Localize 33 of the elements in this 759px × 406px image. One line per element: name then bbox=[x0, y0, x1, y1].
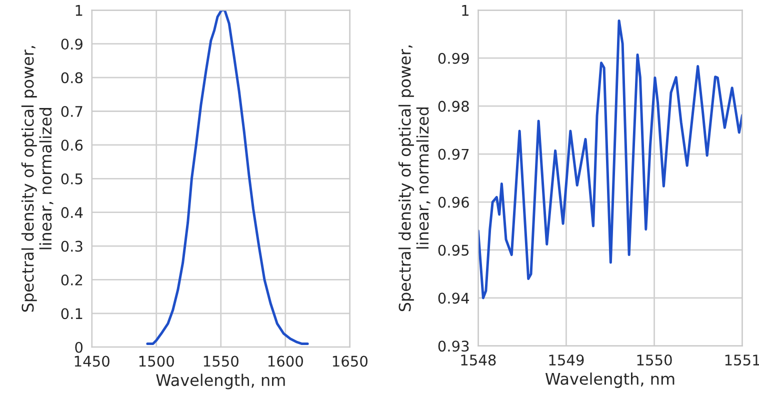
y-axis-title: Spectral density of optical power, linear, normalized bbox=[21, 46, 54, 312]
x-tick-label: 1548 bbox=[461, 354, 496, 366]
x-tick-label: 1500 bbox=[139, 356, 174, 367]
x-axis-title: Wavelength, nm bbox=[156, 374, 285, 390]
y-tick-label: 0.5 bbox=[61, 173, 82, 184]
y-tick-label: 0.2 bbox=[61, 274, 82, 286]
y-tick-label: 1 bbox=[462, 5, 468, 16]
y-tick-label: 0.98 bbox=[438, 100, 469, 112]
y-tick-label: 0 bbox=[75, 342, 83, 353]
y-tick-label: 0.94 bbox=[438, 292, 470, 304]
line-series bbox=[146, 10, 309, 346]
x-tick-label: 1550 bbox=[204, 356, 238, 367]
y-tick-label: 0.99 bbox=[438, 52, 469, 64]
y-tick-label: 0.95 bbox=[438, 244, 469, 256]
y-tick-label: 0.9 bbox=[61, 38, 82, 50]
x-tick-label: 1450 bbox=[74, 356, 110, 367]
x-tick-label: 1550 bbox=[637, 354, 672, 366]
y-tick-label: 0.4 bbox=[61, 207, 83, 218]
y-tick-label: 0.97 bbox=[438, 148, 469, 160]
y-tick-label: 0.93 bbox=[438, 340, 469, 352]
y-tick-label: 0.3 bbox=[61, 240, 82, 252]
y-tick-label: 1 bbox=[76, 5, 82, 16]
y-tick-label: 0.96 bbox=[438, 196, 469, 208]
y-axis-title: Spectral density of optical power, linear, normalized bbox=[398, 45, 430, 312]
y-tick-label: 0.6 bbox=[61, 140, 83, 151]
x-axis-title: Wavelength, nm bbox=[545, 372, 674, 388]
y-tick-label: 0.7 bbox=[61, 106, 82, 117]
y-tick-label: 0.1 bbox=[61, 308, 82, 320]
line-series bbox=[478, 19, 742, 300]
x-tick-label: 1549 bbox=[549, 354, 584, 366]
x-tick-label: 1650 bbox=[332, 356, 368, 367]
y-tick-label: 0.8 bbox=[61, 72, 83, 84]
x-tick-label: 1600 bbox=[268, 356, 303, 367]
